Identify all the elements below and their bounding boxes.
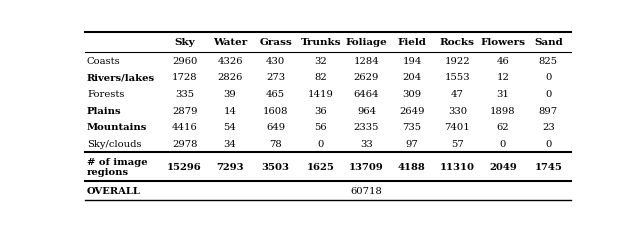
Text: 273: 273 [266,73,285,82]
Text: 1898: 1898 [490,106,516,115]
Text: 4188: 4188 [398,162,426,171]
Text: 1745: 1745 [534,162,563,171]
Text: 2629: 2629 [354,73,379,82]
Text: Field: Field [397,38,426,47]
Text: 57: 57 [451,139,464,148]
Text: Plains: Plains [87,106,122,115]
Text: Rocks: Rocks [440,38,475,47]
Text: 97: 97 [406,139,419,148]
Text: Coasts: Coasts [87,56,120,65]
Text: 13709: 13709 [349,162,384,171]
Text: 34: 34 [223,139,236,148]
Text: 32: 32 [315,56,327,65]
Text: 825: 825 [539,56,558,65]
Text: 1284: 1284 [353,56,380,65]
Text: 4326: 4326 [218,56,243,65]
Text: 7293: 7293 [216,162,244,171]
Text: 7401: 7401 [445,123,470,132]
Text: Sand: Sand [534,38,563,47]
Text: Foliage: Foliage [346,38,387,47]
Text: 46: 46 [497,56,509,65]
Text: 0: 0 [545,73,552,82]
Text: Forests: Forests [87,90,124,99]
Text: 430: 430 [266,56,285,65]
Text: 11310: 11310 [440,162,475,171]
Text: Sky/clouds: Sky/clouds [87,139,141,148]
Text: 2826: 2826 [218,73,243,82]
Text: 54: 54 [223,123,236,132]
Text: 0: 0 [545,139,552,148]
Text: 62: 62 [497,123,509,132]
Text: 1728: 1728 [172,73,197,82]
Text: 23: 23 [542,123,555,132]
Text: 0: 0 [500,139,506,148]
Text: 39: 39 [223,90,236,99]
Text: 3503: 3503 [262,162,289,171]
Text: 82: 82 [315,73,327,82]
Text: 1922: 1922 [445,56,470,65]
Text: 1553: 1553 [445,73,470,82]
Text: # of image
regions: # of image regions [87,157,148,176]
Text: 60718: 60718 [351,186,382,195]
Text: Mountains: Mountains [87,123,147,132]
Text: 0: 0 [545,90,552,99]
Text: Rivers/lakes: Rivers/lakes [87,73,155,82]
Text: 15296: 15296 [167,162,202,171]
Text: 2960: 2960 [172,56,197,65]
Text: 2049: 2049 [489,162,516,171]
Text: Trunks: Trunks [301,38,341,47]
Text: 194: 194 [402,56,422,65]
Text: 6464: 6464 [354,90,379,99]
Text: 2335: 2335 [354,123,379,132]
Text: 12: 12 [497,73,509,82]
Text: 78: 78 [269,139,282,148]
Text: 0: 0 [318,139,324,148]
Text: 31: 31 [497,90,509,99]
Text: 330: 330 [448,106,467,115]
Text: 465: 465 [266,90,285,99]
Text: 1608: 1608 [263,106,288,115]
Text: 33: 33 [360,139,373,148]
Text: 309: 309 [403,90,422,99]
Text: 2978: 2978 [172,139,197,148]
Text: OVERALL: OVERALL [87,186,141,195]
Text: Water: Water [213,38,247,47]
Text: Flowers: Flowers [481,38,525,47]
Text: 56: 56 [315,123,327,132]
Text: 964: 964 [357,106,376,115]
Text: 14: 14 [223,106,237,115]
Text: 735: 735 [403,123,422,132]
Text: 2879: 2879 [172,106,197,115]
Text: 2649: 2649 [399,106,425,115]
Text: 1625: 1625 [307,162,335,171]
Text: 4416: 4416 [172,123,198,132]
Text: Grass: Grass [259,38,292,47]
Text: Sky: Sky [174,38,195,47]
Text: 1419: 1419 [308,90,334,99]
Text: 36: 36 [315,106,327,115]
Text: 47: 47 [451,90,464,99]
Text: 897: 897 [539,106,558,115]
Text: 204: 204 [403,73,422,82]
Text: 335: 335 [175,90,194,99]
Text: 649: 649 [266,123,285,132]
